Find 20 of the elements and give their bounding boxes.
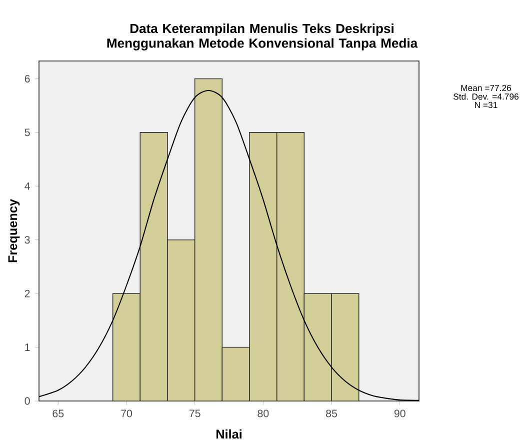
- y-tick-label: 0: [24, 397, 30, 405]
- x-axis-title: Nilai: [216, 429, 242, 439]
- x-tick-label: 70: [121, 410, 132, 418]
- chart-title: Data Keterampilan Menulis Teks Deskripsi Menggunakan Metode Konvensional Tanpa Media: [107, 24, 418, 50]
- y-tick-label: 4: [24, 182, 30, 190]
- text: Std. Dev. =4.796: [454, 93, 518, 100]
- y-tick-label: 3: [24, 236, 30, 244]
- x-tick-label: 65: [52, 410, 64, 418]
- x-tick-label: 75: [189, 410, 200, 418]
- y-axis-title: Frequency: [8, 199, 20, 262]
- x-tick-label: 85: [326, 410, 337, 418]
- x-tick-label: 80: [258, 410, 269, 418]
- y-tick-label: 6: [24, 74, 30, 82]
- x-tick-label: 90: [394, 410, 406, 418]
- text: N =31: [475, 102, 498, 108]
- text: Mean =77.26: [461, 84, 512, 92]
- y-tick-label: 5: [24, 128, 30, 136]
- y-tick-label: 2: [24, 290, 30, 298]
- y-tick-label: 1: [25, 344, 30, 351]
- line-series: [39, 90, 419, 401]
